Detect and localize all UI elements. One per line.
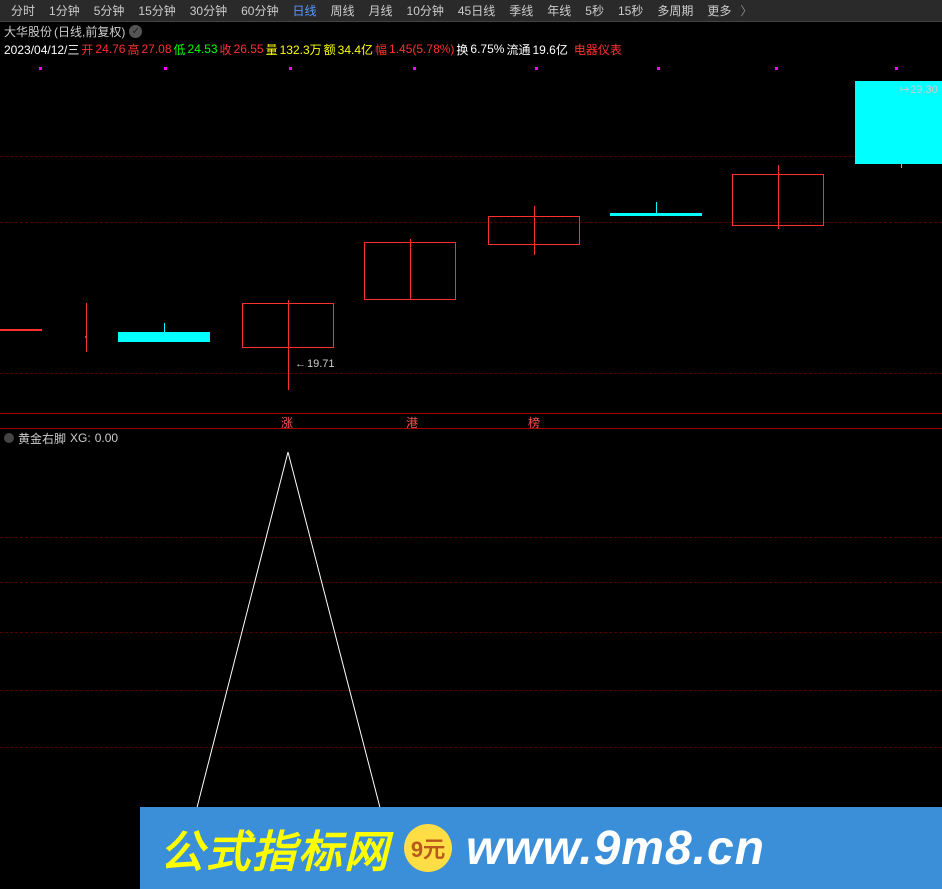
- open-label: 开: [81, 41, 93, 58]
- watermark-banner: 公式指标网 9元 www.9m8.cn: [140, 807, 942, 889]
- verified-badge-icon: ✓: [129, 25, 142, 38]
- candle-body[interactable]: [732, 174, 824, 226]
- divider-row: 涨港榜: [0, 413, 942, 429]
- candle-body[interactable]: [364, 242, 456, 300]
- vol-label: 量: [266, 41, 278, 58]
- indicator-header: 黄金右脚 XG: 0.00: [0, 429, 942, 447]
- divider-char: 涨: [281, 414, 293, 431]
- indicator-name: 黄金右脚: [18, 430, 66, 447]
- candle-wick: [86, 303, 87, 351]
- marker-dot: [164, 67, 167, 70]
- chart-gridline: [0, 156, 942, 157]
- timeframe-tab-1[interactable]: 1分钟: [42, 2, 87, 19]
- timeframe-tab-14[interactable]: 15秒: [611, 2, 650, 19]
- high-value: 27.08: [141, 42, 171, 56]
- timeframe-tab-10[interactable]: 45日线: [451, 2, 502, 19]
- watermark-url: www.9m8.cn: [466, 821, 765, 876]
- timeframe-tab-6[interactable]: 日线: [285, 2, 323, 19]
- chart-gridline: [0, 373, 942, 374]
- indicator-bullet-icon: [4, 433, 14, 443]
- marker-dot: [39, 67, 42, 70]
- vol-value: 132.3万: [280, 41, 322, 58]
- open-value: 24.76: [95, 42, 125, 56]
- ohlc-data-row: 2023/04/12/三 开24.76 高27.08 低24.53 收26.55…: [0, 40, 942, 58]
- amt-label: 额: [324, 41, 336, 58]
- marker-dot: [657, 67, 660, 70]
- candlestick-chart[interactable]: 19.71 29.30: [0, 58, 942, 413]
- timeframe-tab-0[interactable]: 分时: [4, 2, 42, 19]
- indicator-field-label: XG:: [70, 431, 91, 445]
- candle-body[interactable]: [242, 303, 334, 348]
- timeframe-toolbar: 分时1分钟5分钟15分钟30分钟60分钟日线周线月线10分钟45日线季线年线5秒…: [0, 0, 942, 22]
- timeframe-tab-9[interactable]: 10分钟: [400, 2, 451, 19]
- timeframe-tab-11[interactable]: 季线: [502, 2, 540, 19]
- timeframe-tab-3[interactable]: 15分钟: [131, 2, 182, 19]
- low-price-label: 19.71: [295, 358, 335, 370]
- stock-title-row: 大华股份 (日线,前复权) ✓: [0, 22, 942, 40]
- close-label: 收: [220, 41, 232, 58]
- low-value: 24.53: [188, 42, 218, 56]
- watermark-logo-icon: 9元: [404, 824, 452, 872]
- timeframe-tab-15[interactable]: 多周期: [650, 2, 700, 19]
- timeframe-tab-4[interactable]: 30分钟: [183, 2, 234, 19]
- candle-body[interactable]: [0, 329, 42, 331]
- close-value: 26.55: [234, 42, 264, 56]
- turn-label: 换: [456, 41, 468, 58]
- timeframe-tab-2[interactable]: 5分钟: [87, 2, 132, 19]
- timeframe-tab-12[interactable]: 年线: [540, 2, 578, 19]
- turn-value: 6.75%: [470, 42, 504, 56]
- timeframe-tab-16[interactable]: 更多: [700, 2, 738, 19]
- candle-body[interactable]: [488, 216, 580, 245]
- indicator-chart[interactable]: [0, 447, 942, 827]
- candle-body[interactable]: [118, 332, 210, 342]
- timeframe-tab-8[interactable]: 月线: [362, 2, 400, 19]
- chg-value: 1.45(5.78%): [389, 42, 454, 56]
- float-label: 流通: [506, 41, 530, 58]
- float-value: 19.6亿: [532, 41, 567, 58]
- divider-char: 港: [406, 414, 418, 431]
- marker-dot: [413, 67, 416, 70]
- indicator-value: 0.00: [95, 431, 118, 445]
- stock-name: 大华股份: [4, 23, 52, 40]
- divider-char: 榜: [528, 414, 540, 431]
- marker-dot: [895, 67, 898, 70]
- date: 2023/04/12/三: [4, 41, 79, 58]
- marker-dot: [775, 67, 778, 70]
- watermark-logo-text: 公式指标网: [160, 816, 390, 880]
- timeframe-tab-5[interactable]: 60分钟: [234, 2, 285, 19]
- candle-body[interactable]: [85, 336, 87, 338]
- high-price-label: 29.30: [900, 83, 938, 96]
- timeframe-tab-13[interactable]: 5秒: [578, 2, 611, 19]
- sector: 电器仪表: [574, 41, 622, 58]
- candle-body[interactable]: [610, 213, 702, 216]
- marker-dot: [535, 67, 538, 70]
- indicator-spike-svg: [0, 447, 942, 827]
- timeframe-tab-7[interactable]: 周线: [323, 2, 361, 19]
- more-arrow-icon[interactable]: 〉: [738, 2, 752, 19]
- high-label: 高: [127, 41, 139, 58]
- stock-title-suffix: (日线,前复权): [54, 23, 125, 40]
- low-label: 低: [174, 41, 186, 58]
- marker-dot: [289, 67, 292, 70]
- chg-label: 幅: [375, 41, 387, 58]
- amt-value: 34.4亿: [338, 41, 373, 58]
